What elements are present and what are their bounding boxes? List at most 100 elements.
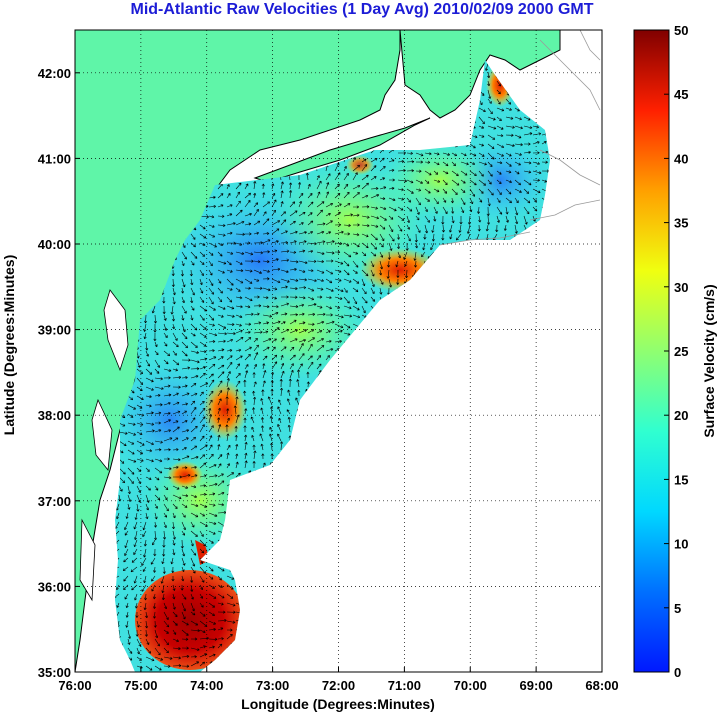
- velocity-arrow: [523, 188, 530, 194]
- velocity-arrow: [532, 161, 540, 165]
- velocity-arrow: [325, 191, 330, 199]
- velocity-arrow: [208, 482, 218, 487]
- velocity-arrow: [244, 408, 248, 415]
- velocity-arrow: [334, 323, 344, 329]
- longitude-ticks: 76:00 75:00 74:00 73:00 72:00 71:00 70:00 69:00…: [58, 667, 619, 693]
- velocity-arrow: [478, 188, 484, 194]
- velocity-arrow: [181, 260, 185, 267]
- velocity-arrow: [226, 634, 233, 640]
- velocity-arrow: [199, 454, 206, 460]
- velocity-arrow: [199, 341, 207, 347]
- velocity-arrow: [270, 442, 274, 451]
- velocity-arrow: [298, 296, 306, 300]
- velocity-arrow: [487, 116, 496, 121]
- velocity-arrow: [116, 602, 120, 608]
- velocity-arrow: [199, 350, 207, 354]
- velocity-arrow: [532, 197, 537, 203]
- velocity-arrow: [496, 179, 502, 184]
- velocity-arrow: [226, 452, 230, 460]
- velocity-arrow: [199, 366, 206, 370]
- velocity-arrow: [208, 287, 214, 295]
- velocity-arrow: [172, 448, 179, 452]
- velocity-arrow: [406, 169, 414, 173]
- velocity-arrow: [235, 414, 240, 424]
- velocity-arrow: [145, 467, 150, 472]
- velocity-arrow: [226, 433, 230, 442]
- velocity-arrow: [172, 593, 176, 600]
- velocity-arrow: [396, 278, 400, 285]
- velocity-arrow: [208, 215, 215, 219]
- velocity-arrow: [505, 197, 512, 204]
- velocity-arrow: [217, 463, 222, 469]
- x-tick-label: 72:00: [322, 678, 355, 693]
- velocity-arrow: [226, 222, 236, 226]
- velocity-arrow: [163, 467, 172, 471]
- velocity-arrow: [271, 278, 281, 284]
- velocity-arrow: [244, 278, 253, 284]
- velocity-arrow: [217, 305, 226, 310]
- velocity-arrow: [433, 170, 439, 175]
- velocity-arrow: [487, 161, 493, 167]
- velocity-arrow: [505, 170, 512, 174]
- velocity-arrow: [143, 575, 147, 584]
- velocity-arrow: [154, 629, 159, 639]
- velocity-arrow: [154, 359, 160, 368]
- velocity-arrow: [190, 548, 197, 556]
- velocity-arrow: [208, 435, 213, 442]
- velocity-arrow: [163, 602, 168, 610]
- velocity-arrow: [226, 296, 233, 303]
- velocity-arrow: [226, 314, 235, 318]
- velocity-arrow: [280, 302, 290, 307]
- velocity-arrow: [217, 627, 224, 631]
- velocity-arrow: [154, 341, 158, 348]
- velocity-arrow: [244, 212, 252, 217]
- velocity-arrow: [141, 584, 147, 592]
- velocity-arrow: [505, 116, 514, 120]
- velocity-arrow: [260, 398, 264, 406]
- velocity-arrow: [173, 475, 183, 479]
- velocity-arrow: [505, 107, 512, 111]
- velocity-arrow: [487, 98, 492, 104]
- velocity-arrow: [172, 539, 176, 546]
- velocity-arrow: [451, 161, 456, 167]
- velocity-arrow: [181, 392, 190, 397]
- velocity-arrow: [226, 251, 234, 255]
- velocity-arrow: [456, 233, 462, 241]
- velocity-arrow: [298, 329, 307, 334]
- velocity-arrow: [388, 159, 395, 163]
- velocity-arrow: [298, 353, 305, 361]
- velocity-arrow: [217, 380, 223, 388]
- velocity-arrow: [451, 206, 455, 214]
- velocity-arrow: [352, 269, 358, 274]
- velocity-arrow: [134, 602, 138, 609]
- velocity-arrow: [135, 611, 139, 618]
- velocity-arrow: [397, 151, 406, 155]
- velocity-arrow: [163, 419, 171, 424]
- velocity-arrow: [208, 627, 216, 632]
- velocity-arrow: [316, 338, 324, 343]
- velocity-arrow: [217, 454, 223, 460]
- velocity-arrow: [334, 241, 343, 246]
- velocity-arrow: [352, 296, 358, 305]
- velocity-arrow: [181, 646, 189, 650]
- velocity-arrow: [271, 338, 277, 343]
- velocity-arrow: [289, 210, 298, 217]
- velocity-arrow: [352, 205, 360, 209]
- velocity-arrow: [343, 305, 352, 310]
- velocity-arrow: [226, 349, 233, 353]
- velocity-arrow: [316, 240, 326, 244]
- velocity-arrow: [145, 638, 150, 645]
- velocity-arrow: [208, 645, 215, 649]
- velocity-arrow: [162, 566, 166, 574]
- velocity-arrow: [532, 188, 541, 194]
- velocity-arrow: [343, 223, 351, 227]
- velocity-arrow: [295, 397, 300, 406]
- velocity-arrow: [127, 404, 136, 410]
- velocity-arrow: [208, 474, 218, 478]
- y-tick-label: 37:00: [38, 494, 71, 509]
- velocity-arrow: [208, 356, 217, 361]
- velocity-arrow: [386, 269, 390, 279]
- velocity-arrow: [199, 548, 205, 554]
- velocity-arrow: [379, 287, 383, 295]
- velocity-arrow: [505, 152, 512, 157]
